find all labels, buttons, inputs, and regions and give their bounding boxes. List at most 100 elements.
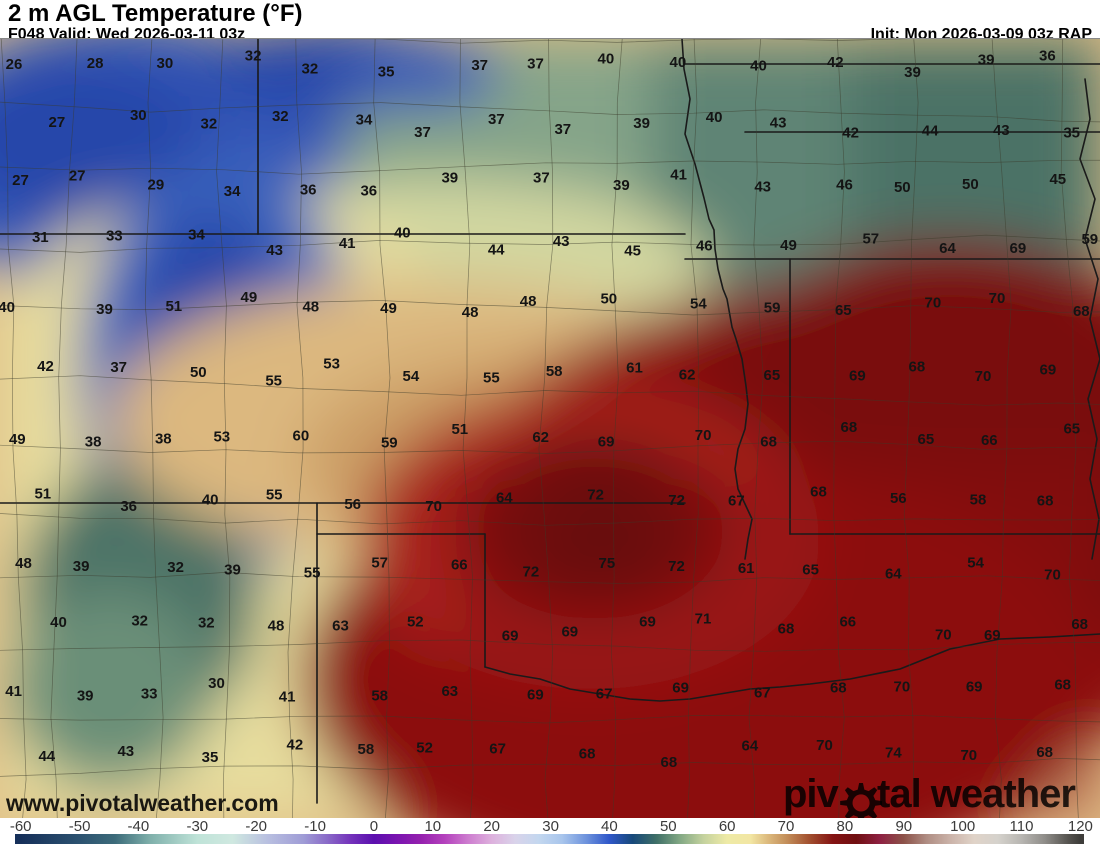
svg-text:51: 51 (34, 485, 51, 502)
svg-text:68: 68 (661, 754, 678, 771)
svg-text:42: 42 (287, 737, 304, 754)
svg-text:30: 30 (157, 55, 174, 72)
svg-text:30: 30 (130, 107, 147, 124)
svg-text:37: 37 (533, 169, 550, 186)
svg-text:58: 58 (546, 363, 563, 380)
svg-text:68: 68 (1054, 676, 1071, 693)
svg-text:40: 40 (670, 54, 687, 71)
svg-text:37: 37 (527, 55, 544, 72)
svg-text:27: 27 (12, 172, 29, 189)
svg-text:37: 37 (554, 121, 571, 138)
svg-text:39: 39 (73, 558, 90, 575)
svg-text:27: 27 (49, 114, 66, 131)
svg-text:49: 49 (780, 237, 797, 254)
svg-text:68: 68 (830, 679, 847, 696)
svg-text:39: 39 (978, 52, 995, 69)
svg-text:48: 48 (302, 298, 319, 315)
svg-text:55: 55 (266, 487, 283, 504)
svg-text:30: 30 (208, 675, 225, 692)
svg-text:61: 61 (626, 359, 643, 376)
svg-text:39: 39 (77, 687, 94, 704)
svg-text:74: 74 (885, 745, 902, 762)
svg-text:69: 69 (639, 613, 656, 630)
svg-text:60: 60 (293, 427, 310, 444)
svg-text:70: 70 (960, 747, 977, 764)
svg-text:54: 54 (690, 296, 707, 313)
svg-text:44: 44 (38, 748, 55, 765)
svg-text:62: 62 (679, 366, 696, 383)
svg-text:48: 48 (15, 555, 32, 572)
svg-text:68: 68 (810, 483, 827, 500)
svg-text:69: 69 (672, 679, 689, 696)
svg-text:65: 65 (835, 302, 852, 319)
svg-text:39: 39 (613, 177, 630, 194)
svg-text:69: 69 (527, 687, 544, 704)
svg-text:50: 50 (600, 291, 617, 308)
svg-text:45: 45 (624, 242, 641, 259)
svg-text:69: 69 (1040, 361, 1057, 378)
svg-text:39: 39 (633, 115, 650, 132)
svg-text:39: 39 (904, 64, 921, 81)
svg-text:65: 65 (1063, 420, 1080, 437)
svg-text:32: 32 (302, 61, 319, 78)
svg-text:35: 35 (1063, 125, 1080, 142)
svg-text:63: 63 (441, 683, 458, 700)
svg-text:40: 40 (706, 109, 723, 126)
svg-text:43: 43 (770, 114, 787, 131)
svg-text:32: 32 (198, 615, 215, 632)
svg-text:57: 57 (862, 231, 879, 248)
svg-text:58: 58 (371, 688, 388, 705)
svg-text:70: 70 (894, 678, 911, 695)
svg-text:65: 65 (764, 367, 781, 384)
svg-text:40: 40 (50, 614, 67, 631)
svg-text:42: 42 (37, 358, 54, 375)
svg-text:54: 54 (967, 554, 984, 571)
svg-text:34: 34 (224, 183, 241, 200)
svg-text:68: 68 (1036, 744, 1053, 761)
svg-text:69: 69 (502, 627, 519, 644)
svg-text:55: 55 (483, 369, 500, 386)
svg-text:67: 67 (728, 492, 745, 509)
svg-text:70: 70 (975, 368, 992, 385)
svg-text:46: 46 (836, 177, 853, 194)
svg-text:39: 39 (224, 561, 241, 578)
svg-text:27: 27 (69, 167, 86, 184)
svg-text:52: 52 (407, 614, 424, 631)
svg-text:36: 36 (360, 182, 377, 199)
svg-text:35: 35 (202, 749, 219, 766)
svg-text:66: 66 (451, 557, 468, 574)
svg-text:68: 68 (579, 745, 596, 762)
svg-text:70: 70 (1044, 566, 1061, 583)
svg-text:48: 48 (520, 293, 537, 310)
svg-text:64: 64 (496, 490, 513, 507)
svg-text:67: 67 (596, 686, 613, 703)
svg-text:43: 43 (993, 122, 1010, 139)
svg-text:48: 48 (462, 304, 479, 321)
svg-text:66: 66 (981, 432, 998, 449)
svg-text:40: 40 (394, 225, 411, 242)
svg-text:69: 69 (984, 627, 1001, 644)
svg-text:75: 75 (599, 555, 616, 572)
svg-text:71: 71 (695, 611, 712, 628)
svg-text:36: 36 (1039, 47, 1056, 64)
svg-text:43: 43 (754, 179, 771, 196)
svg-text:40: 40 (202, 492, 219, 509)
svg-text:29: 29 (148, 177, 165, 194)
svg-text:53: 53 (323, 356, 340, 373)
svg-text:37: 37 (488, 111, 505, 128)
svg-text:42: 42 (827, 54, 844, 71)
svg-text:40: 40 (598, 50, 615, 67)
svg-text:69: 69 (561, 624, 578, 641)
svg-text:55: 55 (304, 564, 321, 581)
svg-text:32: 32 (131, 612, 148, 629)
svg-text:33: 33 (141, 685, 158, 702)
svg-text:68: 68 (1073, 303, 1090, 320)
svg-text:36: 36 (120, 498, 137, 515)
svg-text:34: 34 (188, 227, 205, 244)
svg-text:56: 56 (344, 496, 361, 513)
svg-text:42: 42 (842, 124, 859, 141)
svg-text:64: 64 (939, 240, 956, 257)
svg-text:50: 50 (190, 364, 207, 381)
svg-text:69: 69 (1010, 240, 1027, 257)
svg-text:68: 68 (1037, 492, 1054, 509)
